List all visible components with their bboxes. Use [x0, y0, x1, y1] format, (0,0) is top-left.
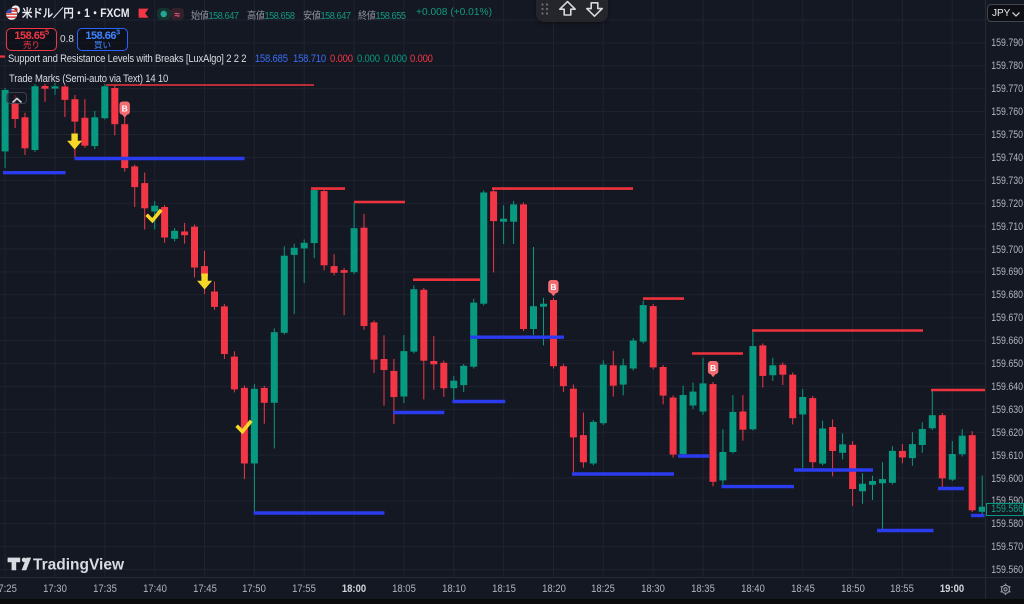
svg-text:≈: ≈: [175, 9, 181, 20]
svg-text:B: B: [710, 363, 716, 373]
svg-text:B: B: [550, 282, 556, 292]
svg-text:B: B: [122, 104, 128, 114]
svg-text:TradingView: TradingView: [33, 556, 125, 573]
